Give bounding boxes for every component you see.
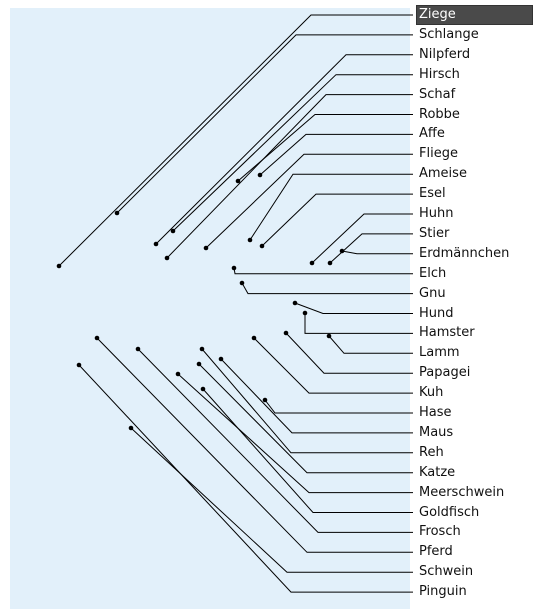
connector-dot-affe [257,172,263,178]
connector-lamm [328,335,413,354]
connector-schaf [166,94,413,259]
connector-dot-lamm [326,333,332,339]
connector-kuh [253,337,413,394]
label-stier[interactable]: Stier [419,225,450,241]
label-pferd[interactable]: Pferd [419,544,453,560]
label-meerschwein[interactable]: Meerschwein [419,484,505,500]
connector-dot-robbe [235,178,241,184]
connector-elch [233,267,413,275]
connector-dot-meerschwein [175,371,181,377]
label-kuh[interactable]: Kuh [419,385,444,401]
label-hamster[interactable]: Hamster [419,325,475,341]
label-hase[interactable]: Hase [419,405,452,420]
connector-dot-fliege [203,245,209,251]
connector-ziege [58,14,413,267]
label-ameise[interactable]: Ameise [419,166,467,182]
connector-schwein [130,427,413,573]
label-elch[interactable]: Elch [419,265,447,281]
label-pinguin[interactable]: Pinguin [419,584,467,600]
connector-dot-stier [327,260,333,266]
connector-dot-reh [199,346,205,352]
connector-dot-hase [262,397,268,403]
connector-hase [264,399,413,414]
connector-fliege [205,153,413,249]
connector-maus [220,358,413,434]
label-frosch[interactable]: Frosch [419,524,461,540]
label-nilpferd[interactable]: Nilpferd [419,46,471,62]
label-fliege[interactable]: Fliege [419,146,458,162]
connector-dot-hamster [302,310,308,316]
connector-nilpferd [155,54,413,245]
label-hirsch[interactable]: Hirsch [419,66,460,82]
connector-gnu [241,282,413,295]
label-maus[interactable]: Maus [419,424,454,440]
connector-dot-gnu [239,280,245,286]
label-goldfisch[interactable]: Goldfisch [419,504,480,520]
connector-pferd [96,337,413,553]
connector-schlange [116,34,413,214]
label-hund[interactable]: Hund [419,305,454,321]
label-ziege[interactable]: Ziege [416,5,533,25]
connector-dot-goldfisch [200,386,206,392]
connector-dot-huhn [309,260,315,266]
connector-katze [198,363,413,474]
connector-dot-kuh [251,335,257,341]
label-schlange[interactable]: Schlange [419,26,479,42]
connector-pinguin [78,364,413,593]
connector-papagei [285,332,413,374]
connector-dot-schaf [164,255,170,261]
label-robbe[interactable]: Robbe [419,106,460,122]
connector-ameise [249,173,413,241]
connector-dot-hund [292,300,298,306]
label-schwein[interactable]: Schwein [419,564,474,580]
connector-dot-nilpferd [153,241,159,247]
connector-erdmännchen [341,250,413,255]
connector-dot-schlange [114,210,120,216]
connector-reh [201,348,413,454]
connector-stier [329,233,413,264]
connector-hund [294,302,413,314]
connector-dot-schwein [128,425,134,431]
connector-dot-katze [196,361,202,367]
label-gnu[interactable]: Gnu [419,285,446,301]
connector-dot-papagei [283,330,289,336]
connector-dot-ziege [56,263,62,269]
connector-dot-elch [231,265,237,271]
connector-dot-esel [259,243,265,249]
connector-meerschwein [177,373,413,494]
connector-dot-pferd [94,335,100,341]
connector-frosch [137,348,413,533]
label-affe[interactable]: Affe [419,126,445,142]
label-schaf[interactable]: Schaf [419,86,456,102]
connector-robbe [237,114,413,182]
connector-hamster [304,313,413,334]
connector-dot-frosch [135,346,141,352]
connector-dot-pinguin [76,362,82,368]
connector-dot-maus [218,356,224,362]
connector-affe [259,133,413,176]
label-erdmännchen[interactable]: Erdmännchen [419,245,510,261]
label-reh[interactable]: Reh [419,444,444,460]
label-esel[interactable]: Esel [419,186,446,202]
connector-dot-ameise [247,237,253,243]
label-lamm[interactable]: Lamm [419,345,460,361]
connector-esel [261,193,413,247]
connector-hirsch [172,74,413,232]
diagram-panel [10,8,410,609]
label-huhn[interactable]: Huhn [419,206,454,221]
connector-dot-hirsch [170,228,176,234]
connector-goldfisch [202,388,413,513]
connector-dot-erdmännchen [339,248,345,254]
label-papagei[interactable]: Papagei [419,365,471,381]
connector-huhn [311,213,413,264]
label-katze[interactable]: Katze [419,464,456,480]
